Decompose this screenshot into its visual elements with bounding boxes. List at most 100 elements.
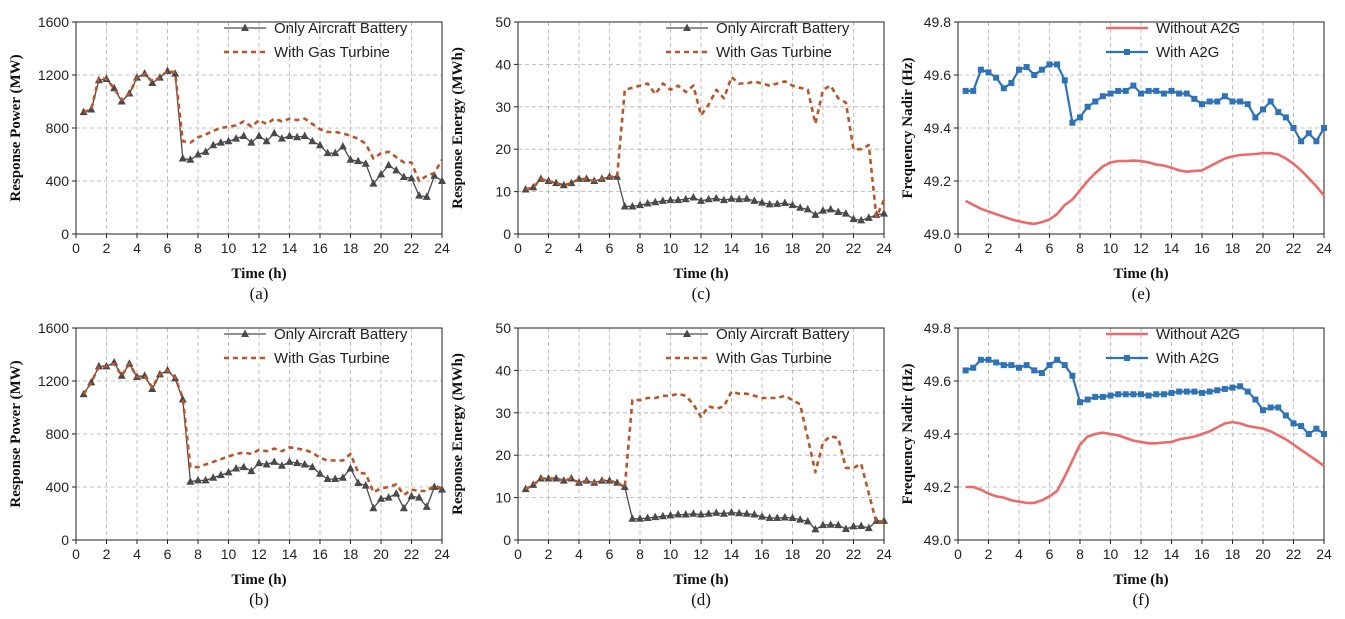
data-point bbox=[247, 138, 256, 146]
data-point bbox=[993, 74, 1000, 81]
data-point bbox=[735, 194, 744, 203]
x-tick-label: 20 bbox=[373, 240, 389, 256]
data-point bbox=[239, 462, 248, 471]
data-point bbox=[674, 195, 683, 204]
y-axis-title: Response Energy (MWh) bbox=[450, 353, 466, 515]
data-point bbox=[1244, 101, 1251, 108]
data-point bbox=[1321, 431, 1327, 437]
data-point bbox=[529, 182, 538, 191]
y-tick-label: 49.4 bbox=[924, 120, 951, 136]
y-tick-label: 20 bbox=[495, 447, 511, 463]
data-point bbox=[841, 524, 850, 532]
data-point bbox=[1160, 90, 1167, 97]
y-tick-label: 30 bbox=[495, 99, 511, 115]
data-point bbox=[742, 509, 751, 517]
data-point bbox=[658, 196, 667, 204]
x-tick-label: 10 bbox=[1103, 546, 1119, 562]
series-gas bbox=[524, 390, 885, 525]
series-line bbox=[83, 69, 444, 183]
data-point bbox=[1282, 114, 1289, 121]
data-point bbox=[384, 160, 393, 169]
y-tick-label: 400 bbox=[46, 479, 70, 495]
data-point bbox=[201, 475, 210, 484]
data-point bbox=[985, 356, 992, 363]
series-without bbox=[965, 151, 1326, 226]
x-tick-label: 0 bbox=[954, 546, 962, 562]
x-tick-label: 4 bbox=[575, 546, 583, 562]
legend-marker bbox=[1124, 49, 1130, 55]
legend: Only Aircraft Battery With Gas Turbine bbox=[224, 326, 408, 367]
data-point bbox=[559, 476, 568, 484]
legend-label: With A2G bbox=[1156, 350, 1219, 367]
data-point bbox=[620, 482, 629, 490]
y-tick-label: 1200 bbox=[38, 373, 69, 389]
x-tick-label: 6 bbox=[606, 546, 614, 562]
data-point bbox=[1145, 392, 1152, 399]
series-line bbox=[965, 420, 1325, 505]
x-tick-label: 2 bbox=[103, 546, 111, 562]
data-point bbox=[780, 513, 789, 521]
data-point bbox=[148, 78, 157, 86]
data-point bbox=[216, 470, 225, 479]
x-tick-label: 14 bbox=[724, 546, 740, 562]
data-point bbox=[1016, 66, 1022, 73]
x-tick-label: 6 bbox=[1046, 546, 1054, 562]
data-point bbox=[87, 104, 96, 113]
series-line bbox=[965, 151, 1326, 226]
data-point bbox=[880, 209, 888, 217]
legend-marker bbox=[241, 23, 249, 31]
x-tick-label: 2 bbox=[545, 240, 553, 256]
x-tick-label: 4 bbox=[1015, 240, 1023, 256]
y-tick-label: 1600 bbox=[38, 320, 69, 336]
legend: Without A2G With A2G bbox=[1106, 326, 1240, 367]
x-tick-label: 18 bbox=[343, 546, 359, 562]
data-point bbox=[277, 461, 286, 469]
data-point bbox=[674, 510, 683, 518]
data-point bbox=[773, 199, 782, 207]
y-axis-title: Frequency Nadir (Hz) bbox=[900, 57, 916, 198]
data-point bbox=[788, 200, 797, 209]
x-tick-label: 0 bbox=[72, 546, 80, 562]
data-point bbox=[1313, 425, 1320, 432]
y-tick-label: 49.0 bbox=[924, 226, 951, 242]
x-tick-label: 2 bbox=[103, 240, 111, 256]
data-point bbox=[1290, 125, 1297, 131]
data-point bbox=[308, 462, 317, 471]
series-gas bbox=[525, 75, 886, 219]
data-point bbox=[962, 87, 969, 94]
data-point bbox=[643, 198, 652, 207]
data-point bbox=[285, 457, 294, 465]
chart-panel-f: 0 2 4 6 8 10 12 14 16 18 20 22 2449.049.249.449.649.… bbox=[900, 320, 1332, 609]
y-tick-label: 20 bbox=[495, 141, 511, 157]
x-axis-title: Time (h) bbox=[673, 572, 728, 588]
data-point bbox=[758, 512, 766, 520]
data-point bbox=[1077, 114, 1083, 121]
data-point bbox=[1282, 412, 1289, 419]
data-point bbox=[1168, 389, 1175, 396]
data-point bbox=[209, 473, 218, 481]
x-tick-label: 20 bbox=[373, 546, 389, 562]
x-tick-label: 14 bbox=[282, 546, 298, 562]
x-tick-label: 22 bbox=[846, 240, 862, 256]
legend: Only Aircraft Battery With Gas Turbine bbox=[224, 20, 408, 61]
x-tick-label: 22 bbox=[1286, 546, 1302, 562]
panel-caption: (e) bbox=[1132, 284, 1151, 303]
data-point bbox=[1298, 138, 1305, 145]
data-point bbox=[178, 153, 187, 162]
data-point bbox=[422, 502, 431, 510]
data-point bbox=[1061, 362, 1068, 369]
x-tick-label: 0 bbox=[514, 240, 522, 256]
data-point bbox=[849, 214, 858, 223]
data-point bbox=[224, 136, 233, 145]
y-tick-label: 0 bbox=[503, 532, 511, 548]
data-point bbox=[970, 87, 977, 94]
data-point bbox=[1000, 362, 1007, 369]
legend-label: With Gas Turbine bbox=[716, 350, 832, 367]
data-point bbox=[1168, 87, 1175, 94]
x-tick-label: 24 bbox=[876, 240, 892, 256]
y-tick-label: 49.2 bbox=[924, 479, 951, 495]
data-point bbox=[1046, 362, 1053, 369]
data-point bbox=[1260, 407, 1266, 414]
data-point bbox=[1313, 138, 1320, 145]
